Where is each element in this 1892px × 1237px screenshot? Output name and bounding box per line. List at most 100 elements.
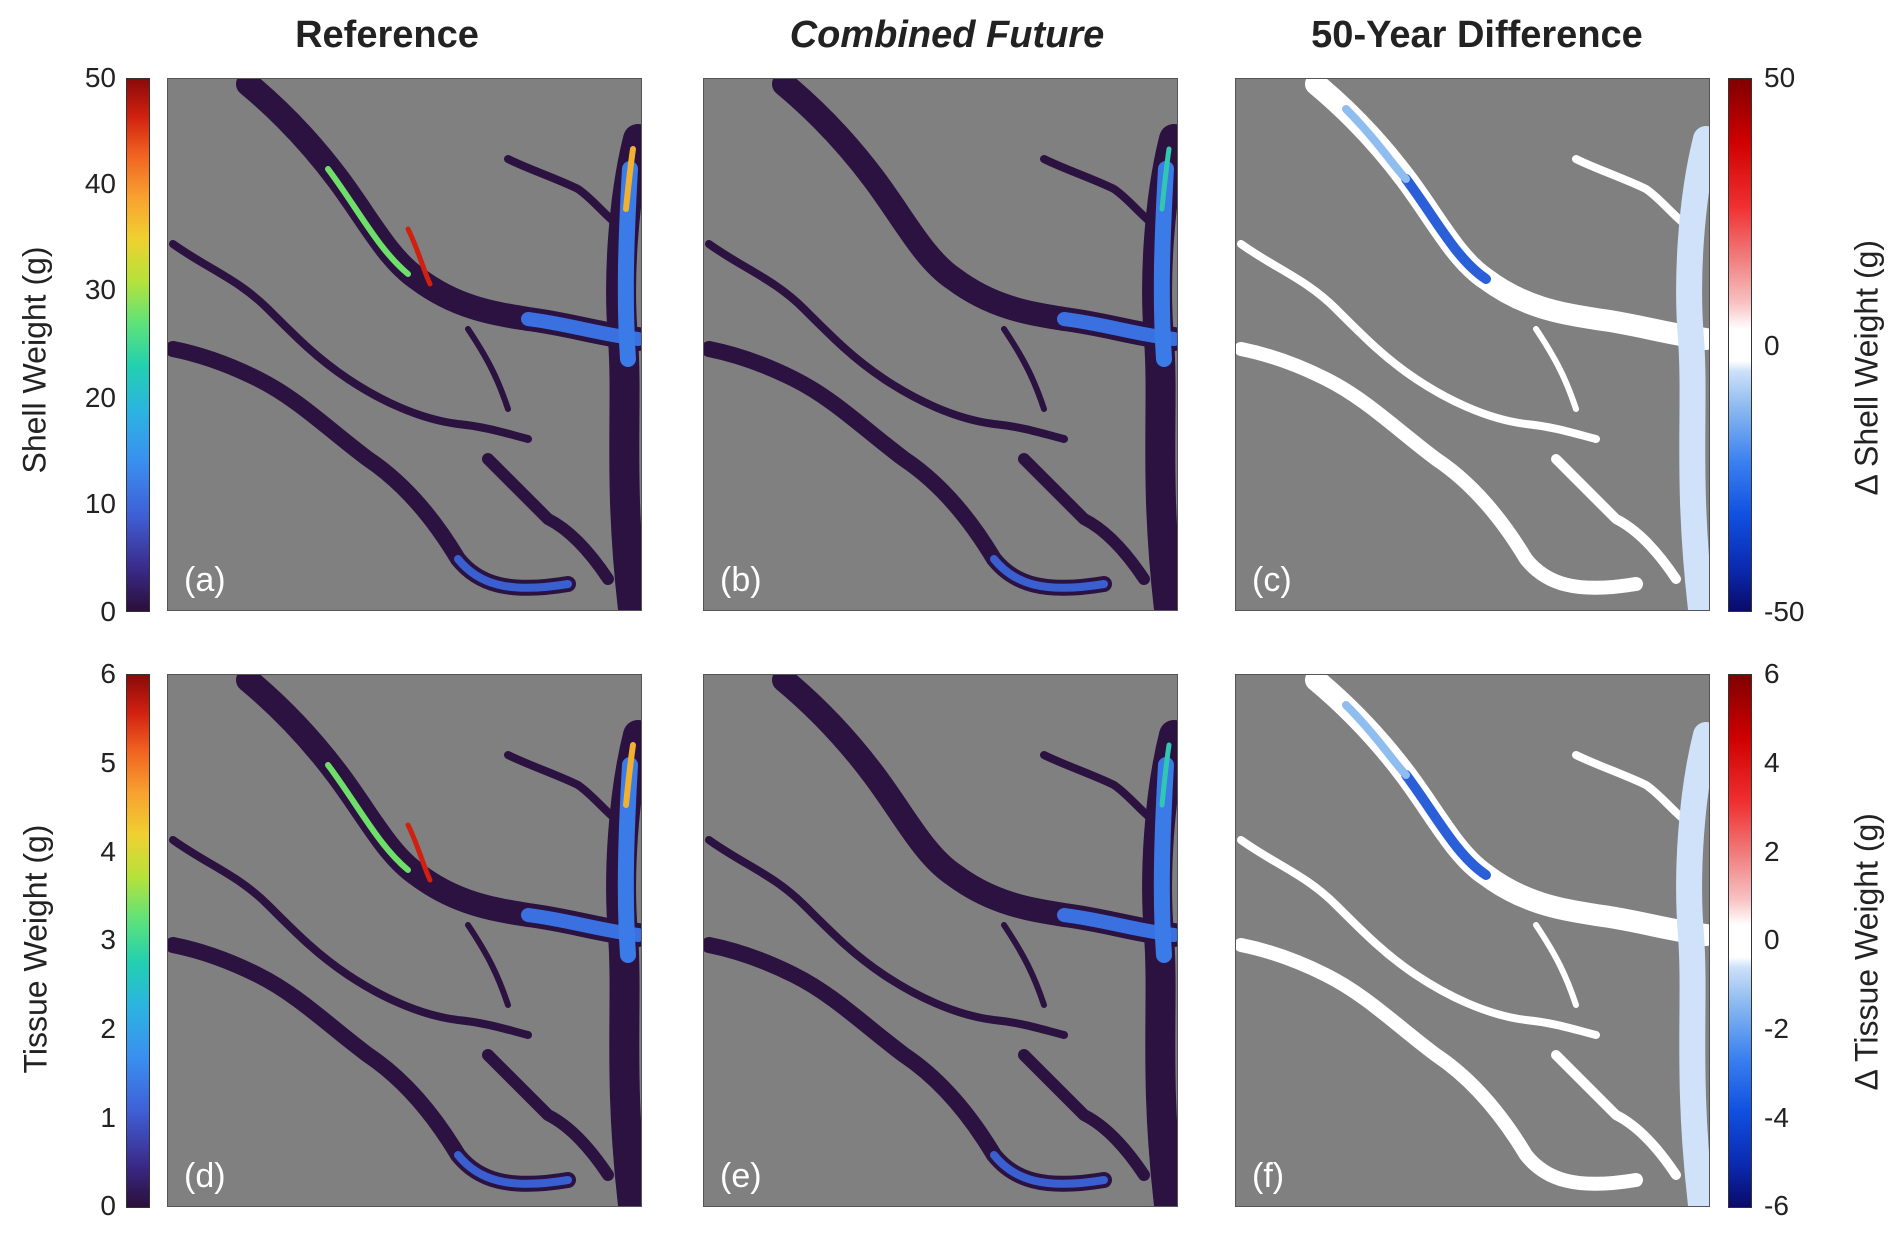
decline-band [1342,105,1410,183]
upper-river [236,79,641,351]
tick-shell-0: 0 [100,596,116,627]
colorbar-shell-weight [126,78,150,612]
bay-channel [1676,722,1709,1206]
tributary [1001,922,1047,1008]
tick-dshell-neg50: -50 [1764,596,1805,627]
panel-label: (b) [720,561,762,599]
tributary [1018,1049,1150,1181]
colorbar-delta-shell-weight [1728,78,1752,612]
bay-channel [1676,126,1709,610]
tick-dtissue-4: 4 [1764,747,1780,778]
decline-band [1401,174,1491,284]
tributary [1572,155,1695,233]
decline-band [1342,701,1410,779]
map-panel-b: (b) [703,78,1178,611]
panel-label: (d) [184,1157,226,1195]
colorbar-tissue-weight [126,674,150,1208]
river-map [168,79,641,610]
mid-band [990,555,1108,592]
tick-tissue-2: 2 [100,1013,116,1044]
tick-shell-30: 30 [84,274,116,305]
middle-river [705,836,1068,1039]
river-map [1236,79,1709,610]
lower-river [1236,938,1643,1191]
river-map [704,79,1177,610]
panel-label: (a) [184,561,226,599]
upper-river [236,675,641,947]
middle-river [1237,240,1600,443]
mid-band [454,1151,572,1188]
ylabel-delta-tissue-weight: Δ Tissue Weight (g) [1848,813,1885,1091]
upper-river [1305,79,1709,350]
middle-river [1237,836,1600,1039]
tributary [1001,326,1047,412]
peak-band [405,226,433,287]
tributary [1018,453,1150,585]
panel-label: (e) [720,1157,762,1195]
middle-river [169,836,532,1039]
tick-tissue-6: 6 [100,658,116,689]
lower-river [168,937,576,1192]
panel-label: (f) [1252,1157,1285,1195]
tick-dshell-50: 50 [1764,62,1796,93]
tick-dshell-0: 0 [1764,330,1780,361]
tick-dtissue-neg2: -2 [1764,1013,1789,1044]
river-map [1236,675,1709,1206]
tributary [504,155,627,233]
tributary [504,751,627,829]
tributary [1572,751,1695,829]
tick-dtissue-neg4: -4 [1764,1102,1789,1133]
lower-river [168,341,576,596]
ylabel-tissue-weight: Tissue Weight (g) [17,824,54,1074]
tick-tissue-0: 0 [100,1190,116,1221]
high-band [623,742,636,808]
tick-tissue-1: 1 [100,1102,116,1133]
tributary [1533,326,1579,412]
decline-band [1401,770,1491,880]
upper-river [1305,675,1709,946]
column-title-reference: Reference [295,14,479,56]
colorbar-delta-tissue-weight [1728,674,1752,1208]
middle-river [169,240,532,443]
tributary [1551,1050,1681,1180]
middle-river [705,240,1068,443]
tributary [1551,454,1681,584]
column-title-combined-future: Combined Future [789,14,1105,56]
tick-dtissue-neg6: -6 [1764,1190,1789,1221]
map-panel-f: (f) [1235,674,1710,1207]
tributary [1040,155,1163,233]
column-title-difference: 50-Year Difference [1311,14,1643,56]
tick-shell-50: 50 [84,62,116,93]
tributary [482,1049,614,1181]
tributary [482,453,614,585]
tick-shell-10: 10 [84,488,116,519]
map-panel-e: (e) [703,674,1178,1207]
tributary [465,326,511,412]
high-band [623,146,636,212]
mid-band [454,555,572,592]
tick-tissue-5: 5 [100,747,116,778]
upper-river [772,675,1177,947]
tributary [1040,751,1163,829]
tick-tissue-4: 4 [100,836,116,867]
lower-river [704,341,1112,596]
tributary [1533,922,1579,1008]
upper-river [772,79,1177,351]
tick-shell-40: 40 [84,168,116,199]
tributary [465,922,511,1008]
mid-band [990,1151,1108,1188]
map-panel-d: (d) [167,674,642,1207]
high-band [1159,742,1172,808]
peak-band [405,822,433,883]
map-panel-c: (c) [1235,78,1710,611]
tick-dtissue-0: 0 [1764,924,1780,955]
tick-shell-20: 20 [84,382,116,413]
river-map [704,675,1177,1206]
lower-river [704,937,1112,1192]
ylabel-delta-shell-weight: Δ Shell Weight (g) [1848,239,1885,496]
river-map [168,675,641,1206]
lower-river [1236,342,1643,595]
panel-label: (c) [1252,561,1292,599]
tick-tissue-3: 3 [100,924,116,955]
tick-dtissue-2: 2 [1764,836,1780,867]
